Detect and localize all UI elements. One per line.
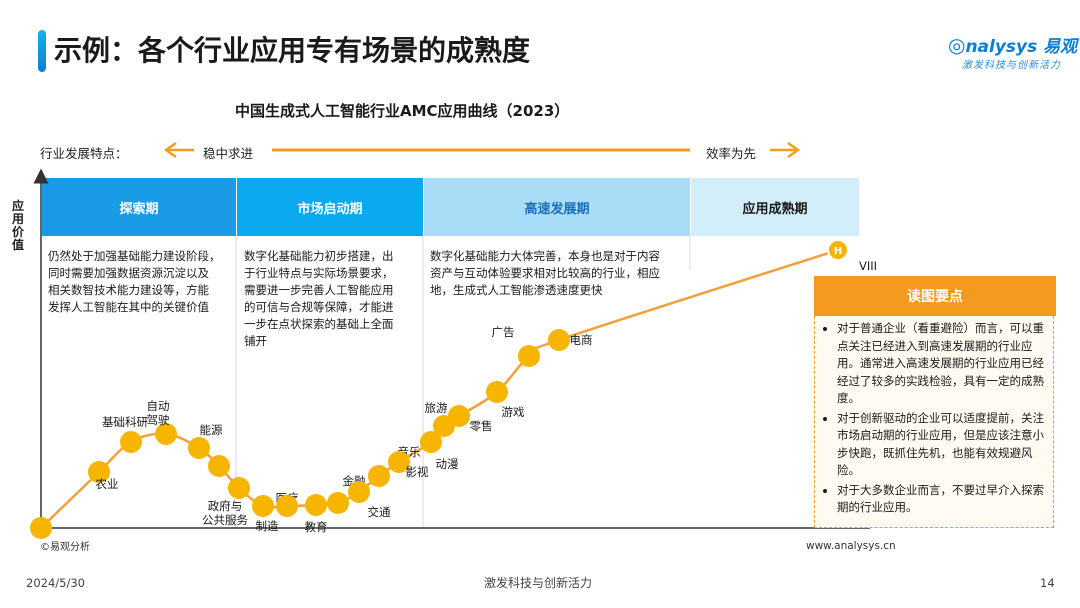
phase-name: 市场启动期 (297, 201, 363, 217)
desc-line: 一步在点状探索的基础上全面 (244, 317, 394, 331)
data-point (30, 517, 52, 539)
desc-line: 需要进一步完善人工智能应用 (244, 283, 394, 297)
desc-line: 的可信与合规等保障，才能进 (244, 300, 394, 314)
data-point (155, 423, 177, 445)
y-axis-label: 应用价值 (12, 199, 25, 252)
desc-line: 相关数智技术能力建设等，方能 (48, 283, 209, 297)
data-point-label: 零售 (470, 419, 493, 433)
summary-item: 对于大多数企业而言，不要过早介入探索期的行业应用。 (837, 482, 1045, 517)
data-point (827, 239, 849, 261)
data-point-label: 自动 (147, 399, 170, 413)
data-point-label: 动漫 (436, 457, 459, 471)
summary-item: 对于创新驱动的企业可以适度提前，关注市场启动期的行业应用，但是应该注意小步快跑，… (837, 410, 1045, 480)
end-marker-label: H (834, 246, 842, 257)
desc-line: 仍然处于加强基础能力建设阶段， (48, 249, 221, 263)
data-point-label: 公共服务 (202, 513, 248, 527)
phase-header-explore: 探索期 (42, 178, 236, 236)
desc-line: 铺开 (244, 334, 267, 348)
page-number: 14 (1040, 576, 1055, 590)
data-point-label: VIII (859, 259, 877, 273)
brand-tagline: 激发科技与创新活力 (962, 60, 1061, 71)
data-point (486, 381, 508, 403)
source-note: ©易观分析 (40, 542, 90, 553)
phase-name: 应用成熟期 (742, 201, 808, 217)
data-point (327, 492, 349, 514)
phase-name: 高速发展期 (524, 201, 590, 217)
summary-box: 对于普通企业（看重避险）而言，可以重点关注已经进入到高速发展期的行业应用。通常进… (814, 316, 1054, 528)
desc-line: 发挥人工智能在其中的关键价值 (48, 300, 209, 314)
phase-description-launch: 数字化基础能力初步搭建，出 于行业特点与实际场景要求， 需要进一步完善人工智能应… (244, 248, 422, 350)
desc-line: 地，生成式人工智能渗透速度更快 (430, 283, 603, 297)
phase-description-growth: 数字化基础能力大体完善，本身也是对于内容 资产与互动体验要求相对比较高的行业，相… (430, 248, 688, 299)
data-point (120, 431, 142, 453)
data-point-label: 电商 (570, 333, 593, 347)
desc-line: 数字化基础能力大体完善，本身也是对于内容 (430, 249, 660, 263)
data-point (548, 329, 570, 351)
data-point (188, 437, 210, 459)
data-point (448, 405, 470, 427)
feature-label: 行业发展特点： (40, 146, 128, 161)
desc-line: 数字化基础能力初步搭建，出 (244, 249, 394, 263)
feature-left-label: 稳中求进 (203, 146, 254, 161)
data-point-label: 音乐 (398, 445, 421, 459)
data-point-label: 医疗 (276, 491, 299, 505)
brand-logo: ◎nalysys 易观 (948, 33, 1078, 57)
data-point-label: 影视 (406, 465, 429, 479)
data-point-label: 基础科研 (102, 415, 148, 429)
data-point (88, 461, 110, 483)
data-point (433, 415, 455, 437)
data-point-label: 农业 (96, 477, 119, 491)
summary-item: 对于普通企业（看重避险）而言，可以重点关注已经进入到高速发展期的行业应用。通常进… (837, 320, 1045, 408)
feature-right-label: 效率为先 (706, 146, 757, 161)
title-accent-bar (38, 30, 46, 72)
data-point (208, 455, 230, 477)
feature-arrows (163, 141, 801, 159)
chart-title: 中国生成式人工智能行业AMC应用曲线（2023） (235, 102, 570, 120)
data-point-label: 能源 (200, 423, 223, 437)
data-point-label: 制造 (256, 519, 279, 533)
summary-title: 读图要点 (814, 276, 1056, 316)
data-point (420, 431, 442, 453)
arrow-left-head (163, 141, 177, 159)
data-point-label: 广告 (492, 325, 515, 339)
data-point-label: 政府与 (208, 499, 243, 513)
data-point (518, 345, 540, 367)
website-link[interactable]: www.analysys.cn (806, 540, 896, 552)
desc-line: 同时需要加强数据资源沉淀以及 (48, 266, 209, 280)
data-point (348, 481, 370, 503)
brand-logo-text: nalysys 易观 (965, 37, 1078, 57)
desc-line: 于行业特点与实际场景要求， (244, 266, 394, 280)
phase-description-explore: 仍然处于加强基础能力建设阶段， 同时需要加强数据资源沉淀以及 相关数智技术能力建… (48, 248, 234, 316)
data-point (368, 465, 390, 487)
data-point (388, 451, 410, 473)
data-point-label: 交通 (368, 505, 391, 519)
phase-header-mature: 应用成熟期 (691, 178, 859, 236)
phase-name: 探索期 (119, 201, 159, 217)
data-point (228, 477, 250, 499)
data-point (252, 495, 274, 517)
data-point-label: 金融 (343, 474, 366, 488)
phase-header-launch: 市场启动期 (237, 178, 423, 236)
page-title: 示例：各个行业应用专有场景的成熟度 (54, 34, 531, 67)
summary-list: 对于普通企业（看重避险）而言，可以重点关注已经进入到高速发展期的行业应用。通常进… (823, 320, 1045, 517)
data-point-label: 教育 (305, 520, 328, 534)
arrow-right-head (787, 141, 801, 159)
data-point (276, 495, 298, 517)
phase-header-growth: 高速发展期 (424, 178, 690, 236)
data-point-label: 旅游 (425, 401, 448, 415)
footer-date: 2024/5/30 (26, 576, 85, 590)
data-point (305, 494, 327, 516)
desc-line: 资产与互动体验要求相对比较高的行业，相应 (430, 266, 660, 280)
data-point-label: 游戏 (502, 405, 525, 419)
data-point-label: 驾驶 (147, 413, 170, 427)
footer-slogan: 激发科技与创新活力 (484, 576, 593, 590)
